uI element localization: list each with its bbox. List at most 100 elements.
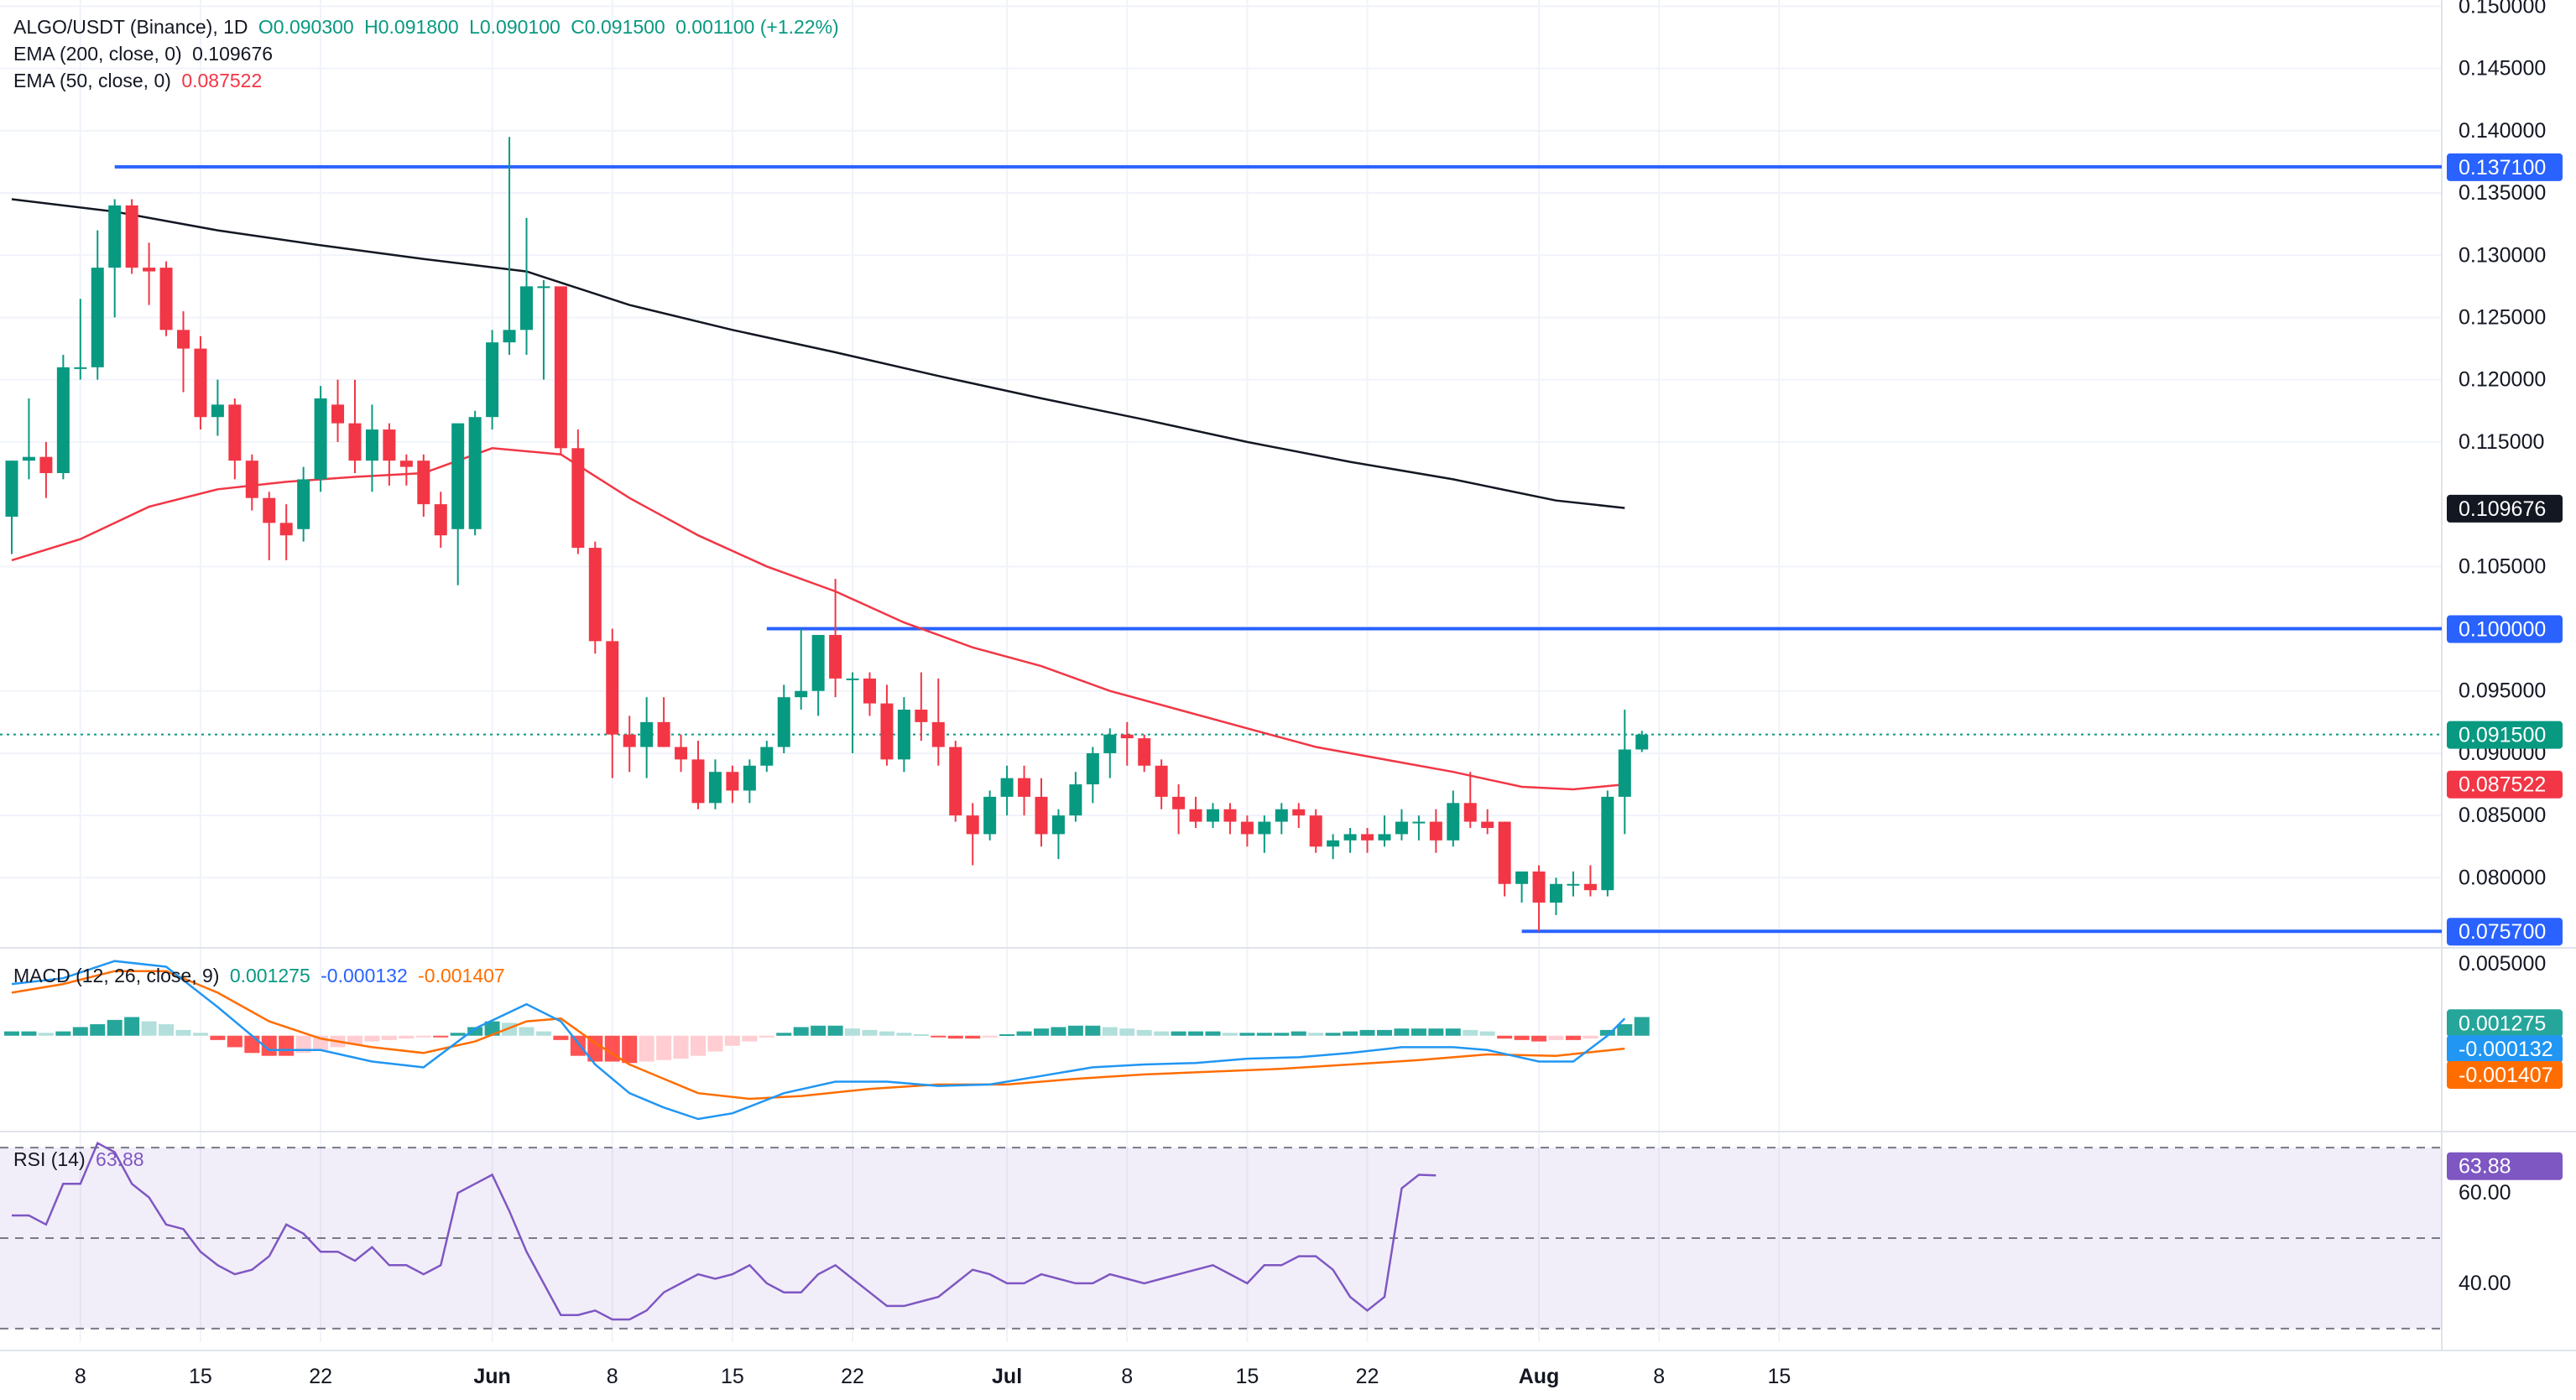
candle-body	[520, 286, 533, 330]
macd-histogram-bar	[570, 1035, 586, 1056]
candle	[22, 398, 35, 480]
macd-histogram-bar	[227, 1035, 242, 1048]
candle	[760, 741, 774, 773]
macd-line-value: -0.000132	[321, 965, 408, 986]
macd-histogram-bar	[1565, 1035, 1581, 1040]
candle	[606, 628, 619, 778]
candle	[331, 379, 345, 442]
macd-histogram-bar	[1067, 1025, 1083, 1036]
macd-hist-badge: 0.001275	[2447, 1009, 2563, 1038]
candle	[726, 765, 739, 804]
candle-body	[657, 721, 670, 747]
candle-body	[108, 205, 122, 268]
macd-histogram-bar	[947, 1035, 963, 1039]
candle-body	[1120, 734, 1134, 739]
candle-body	[588, 548, 602, 642]
candle-body	[1429, 821, 1442, 841]
candle	[1635, 731, 1649, 752]
candle-body	[1343, 834, 1357, 841]
macd-histogram-bar	[1617, 1024, 1633, 1036]
main-legend: ALGO/USDT (Binance), 1D O0.090300 H0.091…	[13, 13, 844, 40]
candle-body	[383, 429, 396, 461]
candle	[777, 684, 790, 753]
candle-body	[348, 423, 362, 461]
candle	[915, 672, 928, 742]
candle	[1120, 721, 1134, 766]
price-tick-label: 0.115000	[2459, 430, 2544, 454]
candle	[1601, 790, 1614, 897]
candle	[1069, 772, 1082, 822]
time-tick-label: 22	[841, 1365, 864, 1388]
candle-body	[777, 697, 790, 747]
candle-body	[22, 456, 35, 461]
candle	[623, 716, 636, 773]
macd-histogram-bar	[999, 1034, 1015, 1037]
price-axis[interactable]: 0.0800000.0850000.0900000.0950000.105000…	[2447, 0, 2563, 1295]
time-axis[interactable]: 8 15 22 Jun 8 15 22 Jul 8 15 22 Aug 8 15	[75, 1365, 1791, 1388]
macd-line-badge-text: -0.000132	[2459, 1038, 2553, 1061]
candle	[74, 299, 87, 380]
price-tick-label: 0.145000	[2459, 57, 2546, 81]
candle-body	[468, 417, 482, 529]
macd-hist-badge-text: 0.001275	[2459, 1012, 2546, 1035]
level-layer[interactable]	[0, 164, 2442, 934]
macd-histogram-bar	[1274, 1033, 1290, 1036]
candle	[1327, 834, 1340, 860]
macd-histogram-bar	[1599, 1029, 1615, 1036]
candle-body	[743, 765, 756, 791]
candle-body	[1498, 821, 1511, 884]
macd-histogram-bar	[1394, 1028, 1410, 1036]
price-badge-text: 0.109676	[2459, 497, 2546, 521]
rsi-label: RSI (14)	[13, 1148, 86, 1170]
candle-body	[211, 404, 224, 418]
candle-body	[640, 721, 654, 747]
macd-histogram-bar	[1205, 1031, 1221, 1036]
candle	[1361, 828, 1374, 853]
candle-body	[1103, 734, 1117, 753]
candle	[417, 454, 430, 517]
price-badge: 0.091500	[2447, 721, 2563, 749]
ema50-legend: EMA (50, close, 0) 0.087522	[13, 67, 267, 94]
candle-body	[1207, 809, 1219, 822]
macd-histogram-bar	[38, 1033, 54, 1036]
time-tick-label: Aug	[1519, 1365, 1560, 1388]
candle	[1515, 871, 1529, 903]
time-tick-label: 15	[189, 1365, 212, 1388]
macd-hist-badge-bg	[2447, 1009, 2563, 1038]
candle-body	[417, 461, 430, 505]
macd-histogram-bar	[913, 1034, 929, 1037]
macd-histogram-bar	[1325, 1033, 1341, 1036]
candle-body	[1309, 815, 1322, 847]
candle	[829, 579, 842, 698]
macd-histogram-bar	[1119, 1028, 1135, 1036]
candle-body	[726, 772, 739, 791]
candle-layer[interactable]	[5, 137, 1649, 932]
macd-line	[11, 960, 1626, 1121]
ema200-line	[11, 198, 1625, 509]
price-badge: 0.087522	[2447, 770, 2563, 799]
candle-body	[897, 710, 910, 760]
candle-body	[1481, 821, 1494, 828]
macd-histogram-bar	[742, 1035, 758, 1042]
candle	[1051, 809, 1065, 860]
candle	[1000, 765, 1014, 816]
macd-histogram-bar	[72, 1027, 88, 1036]
level-price-badge-bg	[2447, 918, 2563, 946]
candle-body	[915, 710, 928, 722]
candle	[245, 454, 258, 511]
macd-histogram-bar	[1359, 1029, 1375, 1036]
time-tick-label: 22	[1356, 1365, 1379, 1388]
candle	[91, 230, 104, 380]
candle	[159, 261, 173, 336]
level-price-badge: 0.075700	[2447, 918, 2563, 946]
time-tick-label: 8	[75, 1365, 86, 1388]
low-value: L0.090100	[469, 16, 561, 38]
candle-body	[451, 423, 465, 529]
macd-signal-badge: -0.001407	[2447, 1060, 2563, 1089]
candle-body	[1138, 738, 1151, 766]
candle	[846, 672, 859, 753]
candle-body	[1292, 809, 1306, 816]
rsi-badge-bg	[2447, 1152, 2563, 1180]
macd-histogram-bar	[553, 1035, 569, 1040]
